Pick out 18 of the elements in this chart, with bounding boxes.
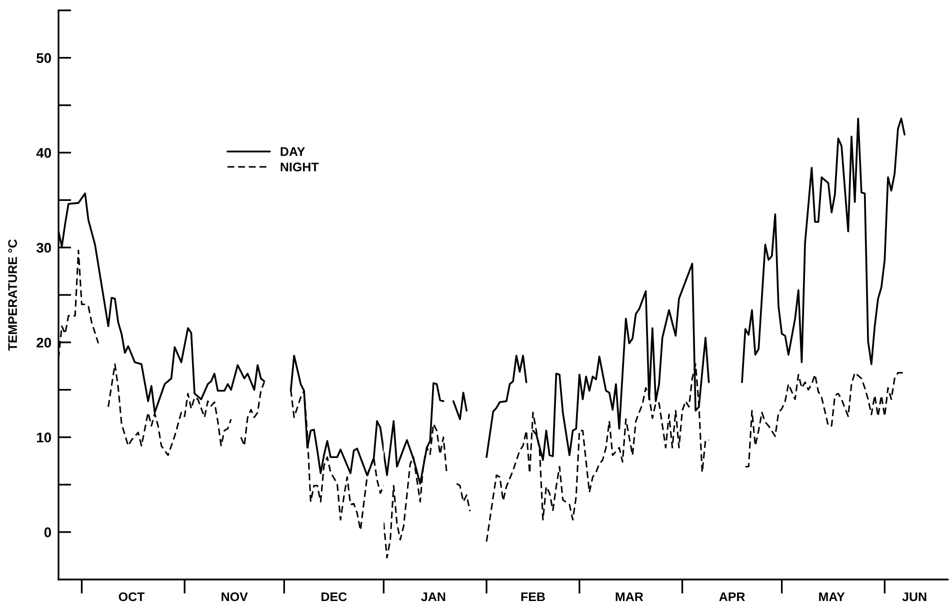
y-tick-label: 20 [36, 338, 52, 348]
legend-label: DAY [280, 147, 305, 156]
x-tick-label: NOV [222, 592, 248, 602]
y-axis-title: TEMPERATURE °C [8, 239, 17, 351]
x-tick-label: JUN [902, 592, 926, 602]
y-tick-label: 10 [37, 432, 52, 442]
x-tick-label: DEC [322, 592, 347, 602]
x-tick-label: JAN [421, 592, 446, 602]
y-tick-label: 50 [36, 53, 52, 63]
x-tick-label: MAY [819, 592, 845, 602]
y-tick-label: 30 [36, 242, 52, 253]
x-tick-label: MAR [616, 592, 644, 602]
x-tick-label: OCT [118, 592, 145, 602]
legend-label: NIGHT [280, 162, 319, 172]
x-tick-label: FEB [521, 592, 545, 602]
y-tick-label: 40 [36, 148, 52, 158]
x-tick-label: APR [719, 592, 745, 602]
y-tick-label: 0 [44, 527, 52, 538]
